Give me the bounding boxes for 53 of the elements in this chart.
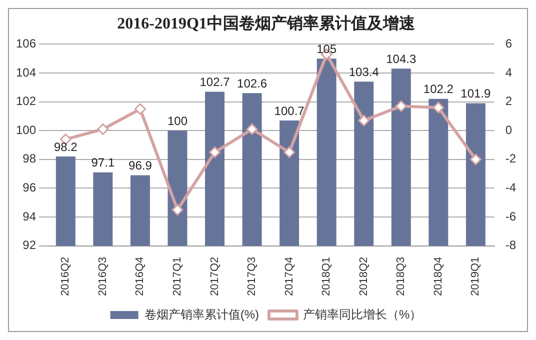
x-tick-label: 2017Q1 (172, 256, 184, 296)
point (432, 102, 444, 114)
data-label: 102.7 (200, 75, 230, 90)
data-label: 101.9 (460, 86, 492, 101)
data-label: 98.2 (54, 140, 78, 154)
y-tick-label: 102 (16, 94, 36, 108)
data-label: 104.3 (386, 52, 416, 66)
x-tick-label: 2017Q3 (246, 256, 258, 296)
data-label: 97.1 (91, 156, 115, 170)
y2-tick-label: -4 (505, 180, 516, 195)
x-tick-label: 2016Q3 (96, 256, 109, 296)
data-label: 100.7 (274, 104, 305, 118)
point (246, 123, 258, 135)
data-label: 103.4 (348, 64, 380, 79)
point (134, 103, 146, 115)
point (209, 146, 221, 158)
point (395, 100, 407, 112)
y-tick-label: 92 (22, 238, 36, 252)
x-tick-label: 2016Q2 (60, 256, 72, 296)
y2-tick-label: 0 (505, 122, 512, 137)
y-tick-label: 98 (22, 152, 36, 166)
x-tick-label: 2016Q4 (134, 256, 146, 296)
y2-tick-label: -8 (505, 238, 516, 252)
x-tick-label: 2017Q4 (283, 256, 296, 296)
point (470, 154, 482, 166)
y2-tick-label: -2 (505, 152, 516, 166)
y2-tick-label: 4 (505, 65, 512, 80)
y2-tick-label: -6 (505, 209, 516, 224)
y2-tick-label: 2 (505, 94, 512, 108)
y-tick-label: 104 (16, 65, 36, 80)
point (172, 204, 184, 216)
y-tick-label: 94 (22, 209, 36, 224)
y-tick-label: 96 (22, 180, 36, 195)
legend-label: 卷烟产销率累计值(%) (144, 307, 260, 322)
data-label: 102.2 (423, 82, 454, 96)
y-tick-label: 100 (16, 122, 36, 137)
legend-label: 产销率同比增长（%） (302, 307, 422, 322)
x-tick-label: 2019Q1 (470, 256, 482, 296)
data-label: 100 (167, 114, 188, 128)
data-label: 96.9 (128, 158, 152, 173)
data-label: 102.6 (237, 76, 268, 90)
x-tick-label: 2018Q4 (432, 256, 444, 296)
x-tick-label: 2017Q2 (208, 256, 221, 296)
y-tick-label: 106 (16, 36, 36, 51)
x-tick-label: 2018Q3 (395, 256, 408, 296)
chart-title: 2016-2019Q1中国卷烟产销率累计值及增速 (117, 14, 416, 33)
data-label: 105 (316, 42, 337, 56)
x-tick-label: 2018Q2 (358, 256, 370, 296)
point (358, 114, 370, 126)
x-tick-label: 2018Q1 (320, 256, 333, 296)
point (97, 123, 109, 135)
y2-tick-label: 6 (505, 36, 512, 51)
point (284, 146, 296, 158)
